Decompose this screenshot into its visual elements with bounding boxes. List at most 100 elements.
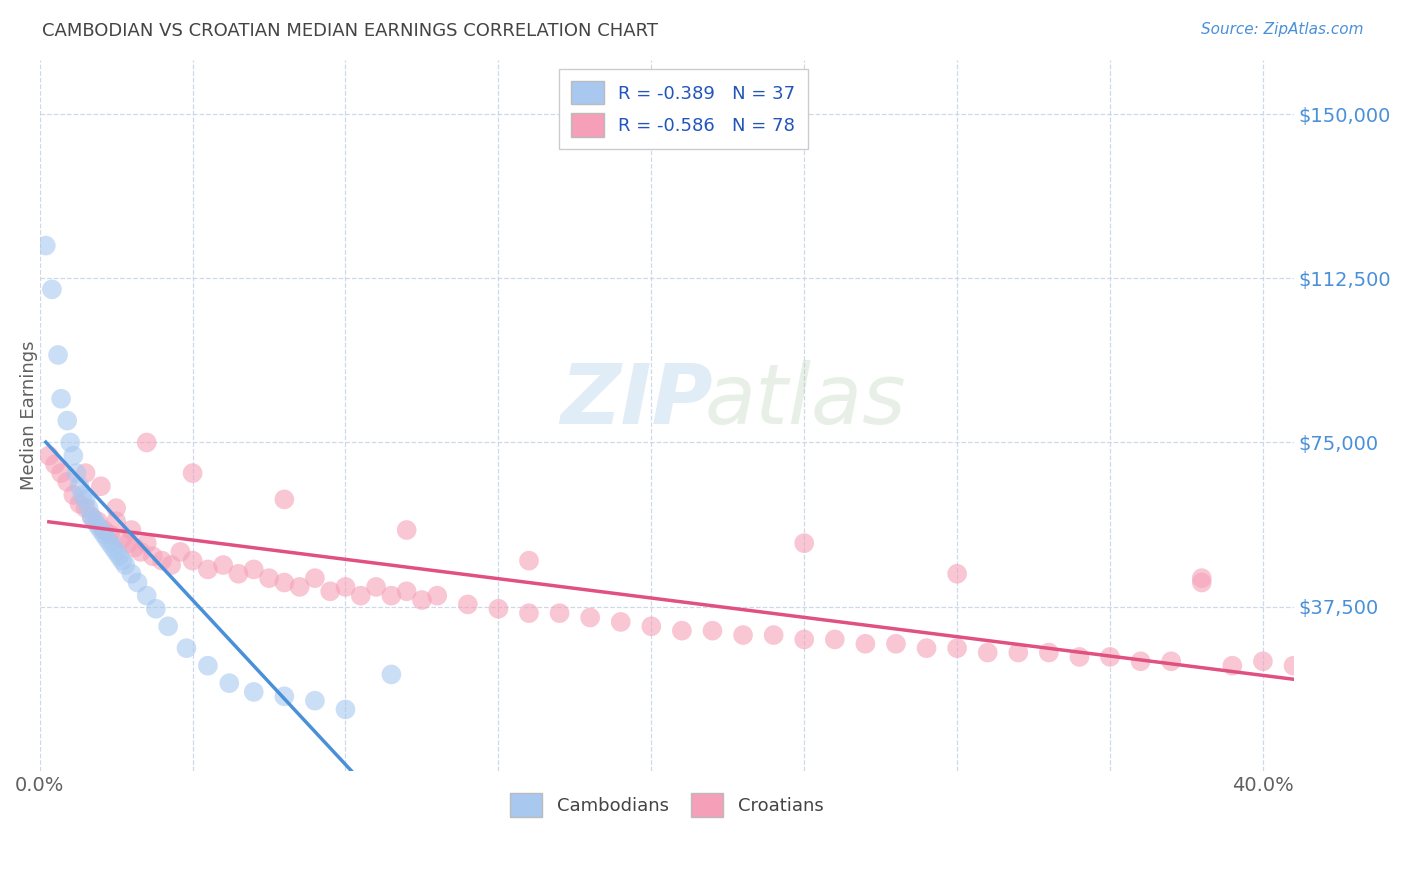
Point [90,523,112,537]
Point [242,562,264,576]
Point [87,518,110,533]
Point [44,458,66,472]
Point [145,601,167,615]
Point [105,545,128,559]
Point [915,641,938,656]
Point [80,509,103,524]
Point [380,589,402,603]
Point [83,514,105,528]
Point [46,348,69,362]
Point [793,632,815,647]
Point [640,619,662,633]
Point [87,514,110,528]
Point [1191,575,1213,590]
Point [671,624,693,638]
Point [1282,658,1305,673]
Point [135,536,157,550]
Point [1007,646,1029,660]
Point [380,667,402,681]
Point [160,558,183,572]
Text: ZIP: ZIP [560,360,713,442]
Text: atlas: atlas [704,360,905,442]
Point [273,492,295,507]
Point [69,497,91,511]
Point [319,584,342,599]
Point [98,536,121,550]
Point [1098,649,1121,664]
Point [120,523,142,537]
Point [77,501,100,516]
Point [176,641,198,656]
Point [69,479,91,493]
Point [111,532,134,546]
Point [72,488,94,502]
Point [335,580,357,594]
Point [129,545,152,559]
Point [395,584,418,599]
Legend: Cambodians, Croatians: Cambodians, Croatians [501,784,832,826]
Point [38,449,60,463]
Point [114,558,136,572]
Point [609,615,631,629]
Point [884,637,907,651]
Point [62,449,84,463]
Point [257,571,280,585]
Point [117,536,139,550]
Point [169,545,191,559]
Point [946,566,969,581]
Point [517,554,540,568]
Point [157,619,180,633]
Point [96,532,118,546]
Point [304,571,326,585]
Point [548,606,571,620]
Point [56,475,79,489]
Point [105,501,128,516]
Point [65,466,87,480]
Point [426,589,449,603]
Point [135,435,157,450]
Point [59,435,82,450]
Point [218,676,240,690]
Point [75,501,97,516]
Point [364,580,387,594]
Point [579,610,602,624]
Point [35,238,58,252]
Point [1129,654,1152,668]
Point [273,690,295,704]
Point [127,575,149,590]
Point [135,589,157,603]
Point [824,632,846,647]
Point [80,509,103,524]
Point [457,598,479,612]
Point [75,492,97,507]
Point [1069,649,1091,664]
Point [90,479,112,493]
Point [1191,571,1213,585]
Point [273,575,295,590]
Point [242,685,264,699]
Point [197,562,219,576]
Point [197,658,219,673]
Point [49,466,72,480]
Point [976,646,998,660]
Point [853,637,876,651]
Point [142,549,165,564]
Point [56,414,79,428]
Point [731,628,754,642]
Point [212,558,235,572]
Point [49,392,72,406]
Point [1038,646,1060,660]
Point [946,641,969,656]
Point [793,536,815,550]
Point [101,541,124,555]
Y-axis label: Median Earnings: Median Earnings [20,341,38,490]
Point [41,282,63,296]
Point [124,541,146,555]
Point [1220,658,1243,673]
Point [288,580,311,594]
Point [228,566,250,581]
Point [108,549,131,564]
Point [120,566,142,581]
Point [181,554,204,568]
Point [411,593,433,607]
